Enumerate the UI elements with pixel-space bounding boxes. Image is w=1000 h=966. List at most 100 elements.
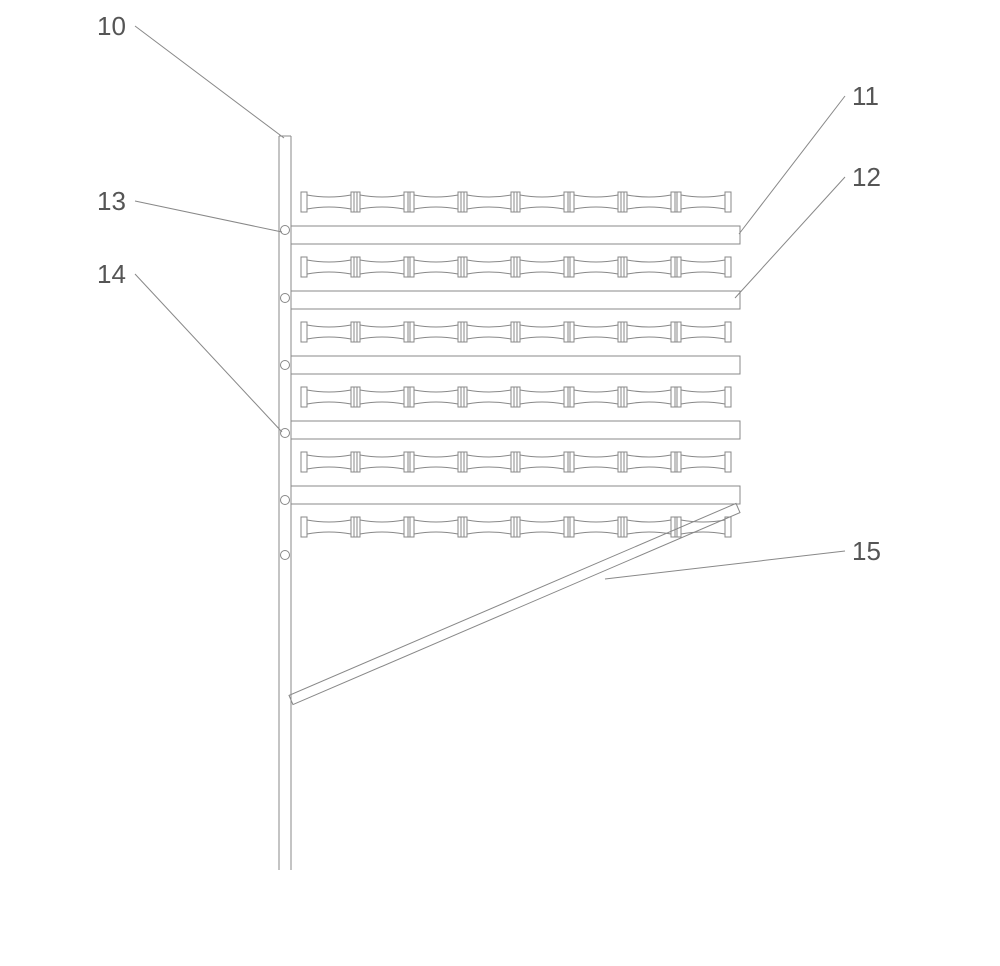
spool-body	[414, 260, 458, 274]
spool-flange	[408, 517, 414, 537]
spool-flange	[671, 452, 677, 472]
spool-body	[414, 455, 458, 469]
label-12: 12	[852, 162, 881, 192]
spool-flange	[301, 322, 307, 342]
cross-arm	[291, 291, 740, 309]
spool-body	[627, 195, 671, 209]
spool-body	[681, 390, 725, 404]
spool-flange	[725, 387, 731, 407]
spool-flange	[725, 517, 731, 537]
spool-flange	[301, 257, 307, 277]
leader-line	[739, 96, 845, 234]
spool-body	[520, 260, 564, 274]
hinge-pin	[281, 226, 290, 235]
spool-flange	[564, 257, 570, 277]
cross-arm	[291, 486, 740, 504]
hinge-pin	[281, 551, 290, 560]
spool-body	[520, 325, 564, 339]
label-15: 15	[852, 536, 881, 566]
spool-flange	[725, 452, 731, 472]
cross-arm	[291, 356, 740, 374]
spool-body	[627, 325, 671, 339]
spool-body	[414, 325, 458, 339]
spool-body	[574, 325, 618, 339]
spool-body	[307, 455, 351, 469]
spool-body	[360, 520, 404, 534]
spool-body	[360, 195, 404, 209]
spool-flange	[301, 192, 307, 212]
spool-body	[574, 520, 618, 534]
leader-line	[135, 274, 282, 432]
spool-body	[627, 260, 671, 274]
spool-flange	[564, 387, 570, 407]
spool-flange	[301, 452, 307, 472]
spool-body	[307, 325, 351, 339]
spool-body	[627, 390, 671, 404]
spool-flange	[671, 322, 677, 342]
spool-body	[574, 390, 618, 404]
spool-flange	[404, 192, 410, 212]
spool-body	[520, 455, 564, 469]
spool-flange	[404, 517, 410, 537]
leader-line	[135, 201, 282, 232]
spool-flange	[568, 517, 574, 537]
spool-body	[360, 390, 404, 404]
spool-flange	[671, 257, 677, 277]
spool-body	[467, 325, 511, 339]
spool-body	[681, 455, 725, 469]
spool-flange	[675, 387, 681, 407]
spool-flange	[725, 322, 731, 342]
spool-flange	[675, 192, 681, 212]
spool-flange	[568, 452, 574, 472]
spool-body	[307, 260, 351, 274]
spool-body	[681, 195, 725, 209]
spool-body	[414, 520, 458, 534]
spool-flange	[725, 192, 731, 212]
leader-line	[735, 177, 845, 298]
spool-flange	[568, 387, 574, 407]
spool-body	[520, 520, 564, 534]
spool-flange	[671, 192, 677, 212]
spool-flange	[671, 387, 677, 407]
hinge-pin	[281, 496, 290, 505]
spool-body	[574, 455, 618, 469]
spool-body	[520, 195, 564, 209]
spool-flange	[408, 452, 414, 472]
spool-flange	[301, 387, 307, 407]
hinge-pin	[281, 361, 290, 370]
spool-flange	[404, 452, 410, 472]
label-14: 14	[97, 259, 126, 289]
spool-body	[360, 455, 404, 469]
spool-flange	[404, 322, 410, 342]
spool-flange	[675, 452, 681, 472]
label-11: 11	[852, 81, 879, 111]
spool-flange	[564, 192, 570, 212]
spool-flange	[404, 387, 410, 407]
label-10: 10	[97, 11, 126, 41]
spool-body	[307, 520, 351, 534]
leader-line	[135, 26, 284, 138]
spool-flange	[408, 192, 414, 212]
spool-body	[574, 195, 618, 209]
spool-body	[467, 390, 511, 404]
spool-body	[467, 260, 511, 274]
spool-flange	[564, 322, 570, 342]
spool-body	[627, 455, 671, 469]
spool-body	[520, 390, 564, 404]
cross-arm	[291, 421, 740, 439]
spool-body	[574, 260, 618, 274]
cross-arm	[291, 226, 740, 244]
spool-body	[414, 390, 458, 404]
spool-body	[360, 325, 404, 339]
spool-body	[467, 455, 511, 469]
spool-body	[467, 520, 511, 534]
spool-flange	[301, 517, 307, 537]
spool-body	[360, 260, 404, 274]
spool-body	[627, 520, 671, 534]
spool-flange	[408, 257, 414, 277]
spool-flange	[568, 322, 574, 342]
spool-flange	[568, 257, 574, 277]
label-13: 13	[97, 186, 126, 216]
spool-flange	[568, 192, 574, 212]
spool-flange	[564, 452, 570, 472]
